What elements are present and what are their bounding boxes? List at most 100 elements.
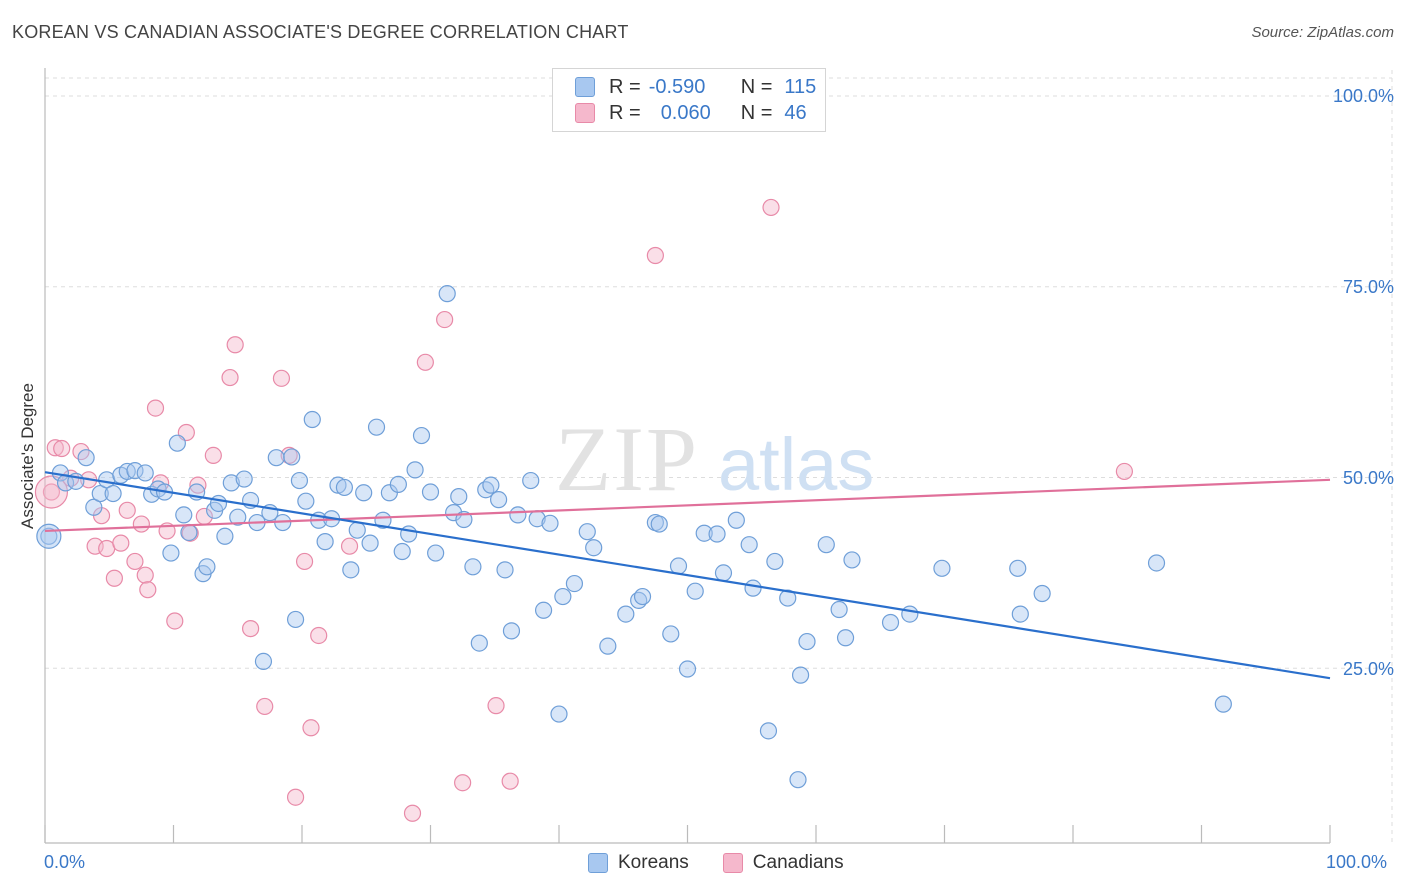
- axes: [44, 68, 1331, 844]
- data-point: [669, 557, 688, 575]
- data-point: [235, 470, 253, 488]
- data-point: [316, 533, 334, 551]
- data-point: [180, 523, 198, 542]
- data-point: [438, 285, 456, 303]
- legend-n-label: N =: [740, 101, 773, 124]
- data-point: [708, 525, 726, 543]
- series-legend: Koreans Canadians: [588, 852, 844, 874]
- data-point: [599, 637, 617, 655]
- data-point: [427, 544, 445, 562]
- data-point: [436, 310, 454, 329]
- legend-canadians-label: Canadians: [752, 852, 844, 873]
- data-point: [650, 515, 668, 533]
- data-point: [302, 719, 320, 737]
- data-point: [403, 804, 422, 822]
- data-point: [267, 449, 285, 467]
- data-point: [310, 626, 328, 645]
- data-point: [1011, 605, 1029, 623]
- y-tick-label: 25.0%: [1342, 659, 1394, 679]
- y-axis-label: Associate's Degree: [18, 383, 37, 529]
- data-point: [168, 434, 186, 452]
- data-point: [686, 582, 704, 600]
- data-point: [91, 484, 109, 503]
- data-point: [744, 579, 762, 597]
- data-point: [222, 474, 240, 492]
- data-point: [534, 601, 553, 619]
- data-point: [791, 666, 810, 684]
- data-point: [118, 501, 136, 519]
- canadians-trend-line: [44, 478, 1331, 533]
- trend-lines: [44, 471, 1331, 680]
- data-point: [112, 534, 130, 552]
- data-point: [340, 537, 359, 555]
- data-point: [34, 475, 69, 509]
- data-point: [464, 558, 482, 576]
- data-point: [416, 353, 434, 371]
- legend-r-koreans: -0.590: [648, 75, 706, 98]
- data-point: [254, 652, 273, 671]
- data-point: [189, 476, 207, 494]
- data-point: [789, 771, 807, 789]
- data-point: [36, 523, 62, 549]
- data-point: [355, 484, 373, 502]
- data-point: [348, 521, 366, 539]
- legend-n-label: N =: [740, 75, 773, 98]
- data-point: [762, 198, 780, 217]
- data-point: [297, 492, 315, 510]
- data-point: [502, 622, 521, 640]
- data-point: [496, 561, 514, 579]
- data-point: [695, 524, 713, 542]
- data-point: [617, 605, 635, 623]
- data-point: [933, 559, 951, 577]
- data-point: [843, 551, 861, 569]
- data-point: [256, 697, 274, 716]
- koreans-swatch: [575, 77, 595, 97]
- watermark: ZIP atlas: [555, 408, 874, 510]
- data-point: [1147, 554, 1166, 572]
- y-tick-label: 50.0%: [1342, 468, 1394, 488]
- data-point: [522, 471, 540, 490]
- legend-koreans-label: Koreans: [618, 852, 689, 873]
- data-point: [421, 483, 440, 501]
- data-point: [714, 564, 733, 582]
- data-point: [286, 788, 305, 806]
- data-point: [229, 508, 247, 526]
- data-point: [445, 504, 463, 522]
- data-point: [541, 514, 559, 532]
- data-point: [727, 511, 745, 529]
- correlation-legend: R = -0.590 N = 115 R = 0.060 N = 46: [552, 68, 826, 132]
- legend-r-canadians: 0.060: [660, 101, 711, 124]
- data-point: [126, 462, 144, 480]
- data-point: [104, 484, 122, 503]
- data-point: [139, 581, 157, 599]
- data-point: [646, 246, 664, 265]
- data-point: [1214, 695, 1232, 713]
- watermark-atlas: atlas: [718, 423, 874, 506]
- data-point: [42, 483, 61, 501]
- data-point: [303, 410, 321, 429]
- data-point: [740, 536, 758, 554]
- data-point: [901, 605, 919, 623]
- data-point: [53, 439, 71, 458]
- data-point: [817, 536, 835, 554]
- data-point: [565, 574, 584, 593]
- data-point: [477, 481, 495, 499]
- data-point: [578, 523, 596, 541]
- data-point: [487, 697, 505, 715]
- data-point: [290, 471, 309, 490]
- canadians-points: [34, 198, 1134, 822]
- data-point: [126, 552, 144, 571]
- koreans-trend-line: [44, 471, 1331, 680]
- data-point: [46, 439, 64, 457]
- chart-title: KOREAN VS CANADIAN ASSOCIATE'S DEGREE CO…: [12, 22, 629, 42]
- data-point: [759, 722, 778, 740]
- data-point: [242, 619, 260, 638]
- y-tick-label: 100.0%: [1332, 86, 1394, 106]
- legend-r-label: R =: [609, 101, 641, 124]
- data-point: [1115, 462, 1134, 481]
- data-point: [585, 539, 603, 557]
- data-point: [501, 772, 519, 790]
- data-point: [400, 525, 418, 543]
- legend-row-canadians: R = 0.060 N = 46: [575, 101, 807, 125]
